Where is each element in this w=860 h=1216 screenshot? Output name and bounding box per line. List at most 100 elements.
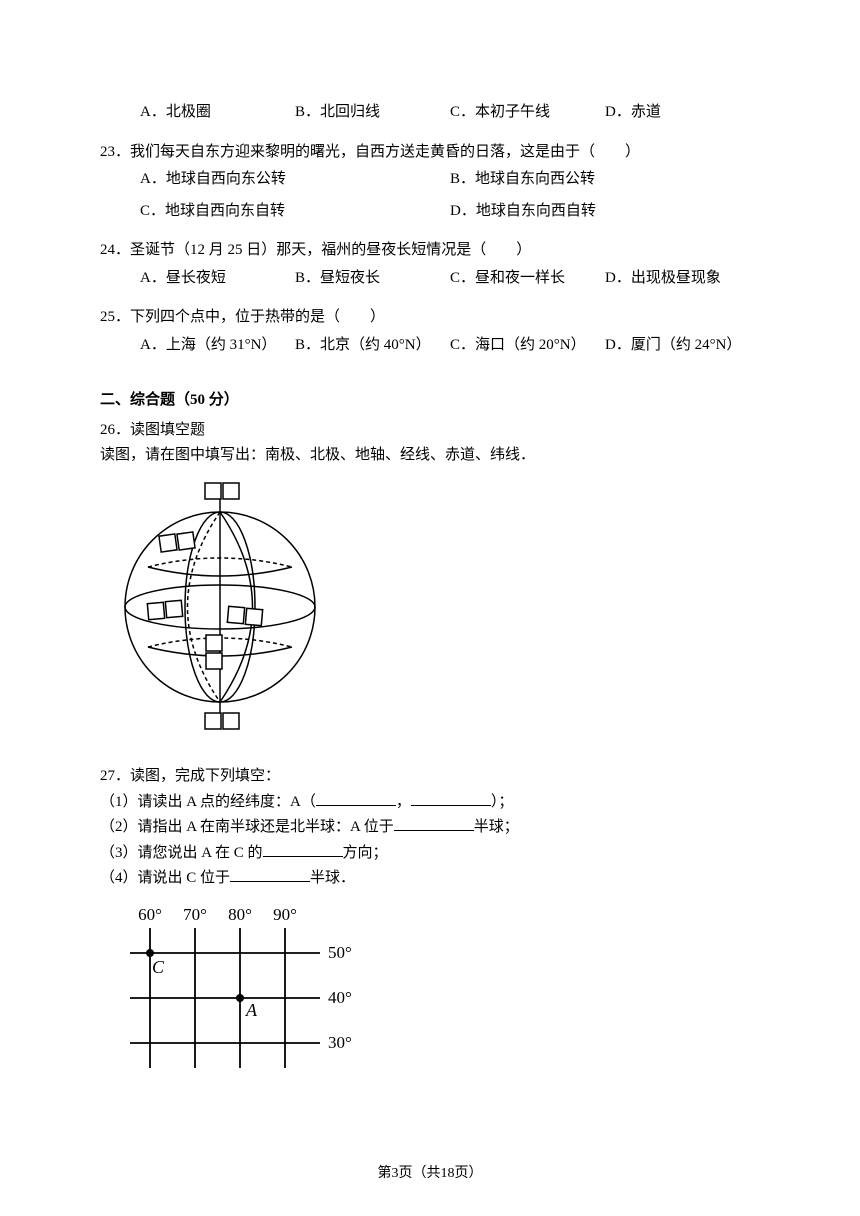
q22-options-row: A．北极圈 B．北回归线 C．本初子午线 D．赤道: [100, 100, 760, 126]
q27-sub4b: 半球．: [310, 870, 355, 886]
q27-sub4a: （4）请说出 C 位于: [100, 870, 230, 886]
q23-stem: 23．我们每天自东方迎来黎明的曙光，自西方送走黄昏的日落，这是由于（ ）: [100, 140, 760, 166]
footer-mid: 页（共: [399, 1166, 441, 1181]
opt-text: 昼短夜长: [320, 270, 380, 286]
q26-stem2: 读图，请在图中填写出：南极、北极、地轴、经线、赤道、纬线．: [100, 443, 760, 469]
opt-text: 地球自东向西自转: [476, 203, 596, 219]
opt-text: 地球自西向东公转: [166, 171, 286, 187]
ylabel-2: 30°: [328, 1033, 352, 1052]
q23-option-c: C．地球自西向东自转: [140, 199, 450, 225]
footer-total: 18: [441, 1166, 455, 1181]
blank-3[interactable]: [263, 842, 343, 857]
xlabel-0: 60°: [138, 905, 162, 924]
opt-text: 昼和夜一样长: [475, 270, 565, 286]
footer-pre: 第: [378, 1166, 392, 1181]
q26-stem1: 26．读图填空题: [100, 418, 760, 444]
opt-text: 北回归线: [320, 104, 380, 120]
q23-option-a: A．地球自西向东公转: [140, 167, 450, 193]
q24-option-b: B．昼短夜长: [295, 266, 450, 292]
q24-option-a: A．昼长夜短: [140, 266, 295, 292]
opt-letter: C．: [450, 337, 475, 353]
q27-sub2b: 半球；: [474, 819, 519, 835]
q27-sub2a: （2）请指出 A 在南半球还是北半球：A 位于: [100, 819, 394, 835]
opt-letter: C．: [450, 104, 475, 120]
blank-4[interactable]: [230, 867, 310, 882]
opt-text: 本初子午线: [475, 104, 550, 120]
opt-text: 厦门（约 24°N）: [631, 337, 742, 353]
q27-sub1a: （1）请读出 A 点的经纬度：A（: [100, 794, 316, 810]
opt-letter: D．: [605, 104, 631, 120]
q24-row: A．昼长夜短 B．昼短夜长 C．昼和夜一样长 D．出现极昼现象: [100, 266, 760, 292]
q22-option-b: B．北回归线: [295, 100, 450, 126]
point-c-label: C: [152, 957, 165, 977]
blank-1a[interactable]: [316, 791, 396, 806]
q25-stem: 25．下列四个点中，位于热带的是（ ）: [100, 305, 760, 331]
q27-sub3a: （3）请您说出 A 在 C 的: [100, 845, 263, 861]
q24-option-c: C．昼和夜一样长: [450, 266, 605, 292]
opt-letter: C．: [140, 203, 165, 219]
opt-text: 北京（约 40°N）: [320, 337, 431, 353]
opt-text: 赤道: [631, 104, 661, 120]
q23-row1: A．地球自西向东公转 B．地球自东向西公转: [100, 167, 760, 193]
question-26: 26．读图填空题 读图，请在图中填写出：南极、北极、地轴、经线、赤道、纬线．: [100, 418, 760, 469]
blank-1b[interactable]: [411, 791, 491, 806]
xlabel-3: 90°: [273, 905, 297, 924]
q22-option-d: D．赤道: [605, 100, 760, 126]
opt-letter: D．: [450, 203, 476, 219]
point-a-label: A: [245, 1000, 258, 1020]
q27-sub3b: 方向；: [343, 845, 388, 861]
opt-text: 北极圈: [166, 104, 211, 120]
opt-letter: D．: [605, 270, 631, 286]
opt-letter: C．: [450, 270, 475, 286]
opt-letter: B．: [295, 337, 320, 353]
q27-sub4: （4）请说出 C 位于 半球．: [100, 866, 760, 892]
q25-option-b: B．北京（约 40°N）: [295, 333, 450, 359]
q25-option-c: C．海口（约 20°N）: [450, 333, 605, 359]
q24-stem: 24．圣诞节（12 月 25 日）那天，福州的昼夜长短情况是（ ）: [100, 238, 760, 264]
question-22-options: A．北极圈 B．北回归线 C．本初子午线 D．赤道: [100, 100, 760, 126]
ylabel-1: 40°: [328, 988, 352, 1007]
page-footer: 第3页（共18页）: [0, 1162, 860, 1186]
footer-page: 3: [392, 1166, 399, 1181]
opt-text: 海口（约 20°N）: [475, 337, 586, 353]
xlabel-2: 80°: [228, 905, 252, 924]
opt-letter: B．: [295, 270, 320, 286]
q27-sub1: （1）请读出 A 点的经纬度：A（ ， ）；: [100, 790, 760, 816]
blank-2[interactable]: [394, 816, 474, 831]
opt-letter: A．: [140, 337, 166, 353]
question-25: 25．下列四个点中，位于热带的是（ ） A．上海（约 31°N） B．北京（约 …: [100, 305, 760, 358]
question-24: 24．圣诞节（12 月 25 日）那天，福州的昼夜长短情况是（ ） A．昼长夜短…: [100, 238, 760, 291]
opt-letter: A．: [140, 104, 166, 120]
q22-option-c: C．本初子午线: [450, 100, 605, 126]
q22-option-a: A．北极圈: [140, 100, 295, 126]
xlabel-1: 70°: [183, 905, 207, 924]
opt-letter: D．: [605, 337, 631, 353]
q27-sub2: （2）请指出 A 在南半球还是北半球：A 位于 半球；: [100, 815, 760, 841]
q23-row2: C．地球自西向东自转 D．地球自东向西自转: [100, 199, 760, 225]
q23-option-d: D．地球自东向西自转: [450, 199, 760, 225]
opt-letter: B．: [450, 171, 475, 187]
latlong-grid-diagram: 60° 70° 80° 90° 50° 40° 30° C A: [110, 898, 370, 1078]
q25-row: A．上海（约 31°N） B．北京（约 40°N） C．海口（约 20°N） D…: [100, 333, 760, 359]
q25-option-d: D．厦门（约 24°N）: [605, 333, 760, 359]
opt-text: 上海（约 31°N）: [166, 337, 277, 353]
q27-sub1b: ，: [396, 794, 411, 810]
opt-text: 出现极昼现象: [631, 270, 721, 286]
opt-text: 地球自东向西公转: [475, 171, 595, 187]
ylabel-0: 50°: [328, 943, 352, 962]
q25-option-a: A．上海（约 31°N）: [140, 333, 295, 359]
opt-text: 昼长夜短: [166, 270, 226, 286]
opt-letter: A．: [140, 270, 166, 286]
opt-text: 地球自西向东自转: [165, 203, 285, 219]
question-27: 27．读图，完成下列填空： （1）请读出 A 点的经纬度：A（ ， ）； （2）请指…: [100, 764, 760, 892]
opt-letter: A．: [140, 171, 166, 187]
footer-post: 页）: [455, 1166, 483, 1181]
q27-stem: 27．读图，完成下列填空：: [100, 764, 760, 790]
opt-letter: B．: [295, 104, 320, 120]
q23-option-b: B．地球自东向西公转: [450, 167, 760, 193]
globe-diagram: [110, 477, 330, 737]
section-2-title: 二、综合题（50 分）: [100, 388, 760, 414]
q24-option-d: D．出现极昼现象: [605, 266, 760, 292]
question-23: 23．我们每天自东方迎来黎明的曙光，自西方送走黄昏的日落，这是由于（ ） A．地…: [100, 140, 760, 225]
q27-sub1c: ）；: [491, 794, 514, 810]
